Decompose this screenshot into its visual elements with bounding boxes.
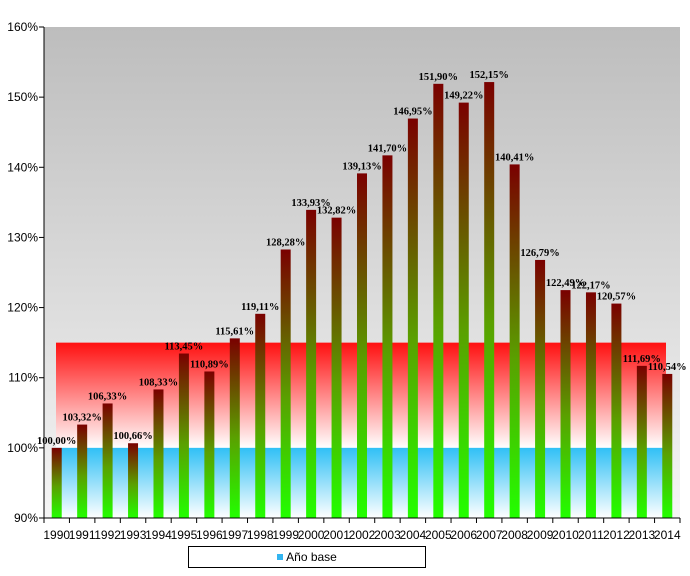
legend-label: Año base: [286, 550, 337, 564]
data-label-2002: 139,13%: [342, 161, 381, 172]
bar-1998: [255, 313, 266, 518]
legend-swatch: [277, 554, 284, 560]
legend: Año base: [188, 546, 426, 568]
data-label-2010: 122,49%: [546, 278, 585, 289]
data-label-2008: 140,41%: [495, 152, 534, 163]
data-label-1990: 100,00%: [37, 436, 76, 447]
x-tick-label-1999: 1999: [272, 528, 299, 542]
data-label-1995: 113,45%: [165, 342, 204, 353]
bar-1995: [178, 353, 189, 518]
bar-2000: [306, 209, 317, 518]
x-tick-label-2012: 2012: [603, 528, 630, 542]
bar-2011: [585, 292, 596, 518]
bar-2007: [484, 82, 495, 519]
x-tick-label-2013: 2013: [628, 528, 655, 542]
y-tick-label-150: 150%: [7, 90, 38, 104]
data-label-1994: 108,33%: [139, 377, 178, 388]
data-labels: 100,00% 103,32% 106,33% 100,66% 108,33% 113,4…: [37, 70, 687, 447]
bar-1996: [204, 371, 215, 518]
data-label-2006: 149,22%: [444, 91, 483, 102]
x-tick-label-2009: 2009: [527, 528, 554, 542]
bars-group: [51, 82, 673, 519]
bar-2013: [636, 365, 647, 518]
bar-2009: [535, 259, 546, 518]
data-label-1997: 115,61%: [215, 326, 254, 337]
bar-1999: [280, 249, 291, 518]
x-tick-label-2006: 2006: [450, 528, 477, 542]
x-tick-label-1998: 1998: [247, 528, 274, 542]
bar-1994: [153, 389, 164, 518]
y-tick-label-120: 120%: [7, 301, 38, 315]
data-label-2011: 122,17%: [571, 280, 610, 291]
bar-2003: [382, 155, 393, 518]
bar-1992: [102, 403, 113, 518]
y-tick-label-110: 110%: [8, 371, 38, 385]
y-tick-label-160: 160%: [7, 20, 38, 34]
bar-2002: [357, 173, 367, 519]
x-tick-label-1994: 1994: [145, 528, 172, 542]
data-label-1992: 106,33%: [88, 391, 127, 402]
x-tick-label-2010: 2010: [552, 528, 579, 542]
x-tick-label-1993: 1993: [120, 528, 147, 542]
x-tick-label-2003: 2003: [374, 528, 401, 542]
bar-1997: [229, 338, 240, 518]
y-tick-label-90: 90%: [14, 511, 38, 525]
x-tick-label-1995: 1995: [171, 528, 198, 542]
data-label-2005: 151,90%: [419, 72, 458, 83]
x-tick-label-1996: 1996: [196, 528, 223, 542]
bar-2004: [407, 118, 418, 518]
bar-2006: [458, 102, 469, 518]
y-tick-label-130: 130%: [7, 230, 38, 244]
data-label-1993: 100,66%: [113, 431, 152, 442]
x-tick-label-1991: 1991: [69, 528, 96, 542]
data-label-1991: 103,32%: [62, 413, 101, 424]
x-tick-label-2008: 2008: [501, 528, 528, 542]
x-tick-label-2014: 2014: [654, 528, 681, 542]
bar-2014: [662, 373, 673, 518]
bar-1990: [51, 447, 62, 518]
bar-2008: [509, 164, 520, 518]
data-label-2004: 146,95%: [393, 107, 432, 118]
bar-2012: [611, 303, 622, 518]
x-tick-label-1997: 1997: [221, 528, 248, 542]
x-tick-label-2004: 2004: [400, 528, 427, 542]
x-tick-labels: 1990199119921993199419951996199719981999…: [43, 528, 681, 542]
data-label-2000: 133,93%: [291, 198, 330, 209]
x-tick-label-1990: 1990: [43, 528, 70, 542]
data-label-2001: 132,82%: [317, 206, 356, 217]
data-label-2014: 110,54%: [648, 362, 687, 373]
x-tick-label-1992: 1992: [94, 528, 121, 542]
x-tick-label-2001: 2001: [323, 528, 350, 542]
bar-2010: [560, 290, 571, 518]
data-label-2009: 126,79%: [520, 248, 559, 259]
y-tick-label-140: 140%: [7, 160, 38, 174]
x-tick-label-2011: 2011: [578, 528, 604, 542]
data-label-1998: 119,11%: [241, 302, 279, 313]
data-label-2007: 152,15%: [470, 70, 509, 81]
x-tick-label-2007: 2007: [476, 528, 503, 542]
x-tick-label-2002: 2002: [349, 528, 376, 542]
axes-group: [39, 26, 681, 523]
x-tick-label-2000: 2000: [298, 528, 325, 542]
bar-1993: [128, 443, 139, 518]
x-tick-label-2005: 2005: [425, 528, 452, 542]
y-tick-label-100: 100%: [7, 441, 38, 455]
bar-2005: [433, 83, 444, 519]
data-label-2012: 120,57%: [597, 292, 636, 303]
data-label-1999: 128,28%: [266, 237, 305, 248]
bar-1991: [77, 424, 88, 518]
data-label-1996: 110,89%: [190, 359, 229, 370]
data-label-2003: 141,70%: [368, 143, 407, 154]
y-tick-labels: 90% 100% 110% 120% 130% 140% 150% 160%: [7, 20, 38, 525]
data-label-2013: 111,69%: [623, 354, 661, 365]
bar-2001: [331, 217, 342, 518]
